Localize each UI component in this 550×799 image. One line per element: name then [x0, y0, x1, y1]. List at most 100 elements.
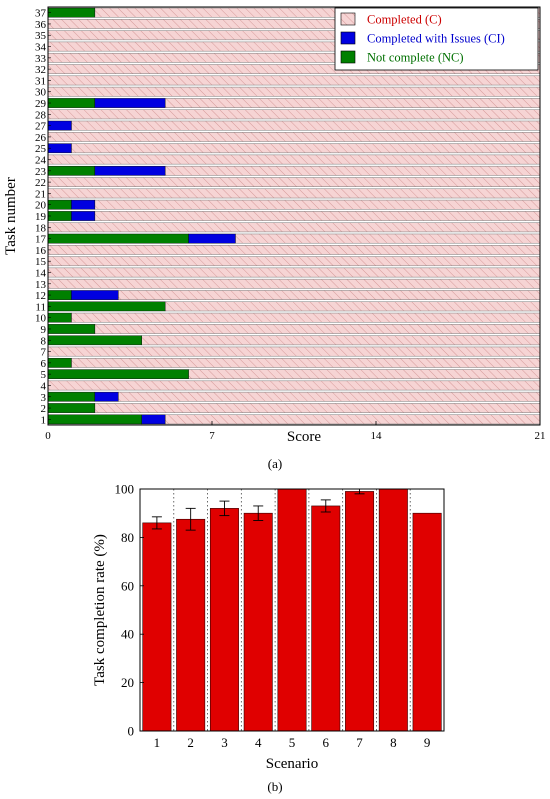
bar-issues-task-25 — [47, 143, 72, 154]
task-number-tick-13: 13 — [35, 279, 47, 291]
bar-completed-task-3 — [118, 391, 541, 402]
bar-completed-task-13 — [47, 278, 541, 289]
bar-completed-task-7 — [47, 346, 541, 357]
task-number-tick-12: 12 — [35, 290, 46, 302]
bar-not-complete-task-5 — [47, 369, 189, 379]
completion-rate-tick-labels: 0 20 40 60 80 100 — [115, 482, 144, 739]
completion-rate-tick-0: 0 — [128, 724, 135, 739]
bar-completed-task-6 — [71, 357, 541, 368]
bar-completed-task-10 — [71, 312, 541, 323]
bar-completed-task-22 — [47, 177, 541, 187]
task-number-tick-2: 2 — [41, 403, 47, 415]
bar-scenario-3 — [209, 508, 239, 732]
legend-swatch-1 — [340, 31, 356, 45]
task-score-legend: Completed (C) Completed with Issues (CI) N… — [334, 7, 539, 71]
bar-not-complete-task-37 — [47, 7, 96, 18]
legend-label-1: Completed with Issues (CI) — [367, 32, 505, 46]
scenario-tick-9: 9 — [424, 735, 431, 750]
bar-scenario-4 — [243, 512, 273, 732]
bar-issues-task-19 — [71, 211, 96, 221]
completion-rate-chart: 0 20 40 60 80 100 1 2 3 4 5 6 7 8 9 Scenario Task com… — [92, 482, 445, 794]
task-number-tick-33: 33 — [35, 53, 47, 65]
bar-completed-task-31 — [47, 75, 541, 86]
completion-rate-tick-20: 20 — [121, 675, 134, 690]
bar-completed-task-14 — [47, 267, 541, 278]
bar-completed-task-15 — [47, 256, 541, 267]
bar-scenario-1 — [142, 522, 172, 732]
task-number-tick-1: 1 — [41, 414, 47, 426]
scenario-tick-5: 5 — [289, 735, 296, 750]
task-number-tick-29: 29 — [35, 98, 47, 110]
task-number-tick-10: 10 — [35, 313, 47, 325]
bar-completed-task-17 — [235, 233, 541, 244]
bar-completed-task-23 — [164, 165, 541, 176]
scenario-axis-title: Scenario — [266, 756, 318, 772]
task-score-bars — [47, 7, 541, 425]
bar-completed-task-12 — [118, 290, 541, 300]
bar-not-complete-task-20 — [47, 199, 72, 210]
bar-scenario-8 — [378, 488, 408, 732]
score-tick-0: 0 — [45, 430, 51, 442]
bar-not-complete-task-3 — [47, 391, 96, 402]
task-number-tick-5: 5 — [41, 369, 47, 381]
task-number-tick-3: 3 — [41, 392, 47, 404]
bar-completed-task-16 — [47, 245, 541, 255]
task-number-tick-7: 7 — [41, 347, 47, 359]
bar-not-complete-task-9 — [47, 324, 96, 334]
task-number-tick-36: 36 — [35, 19, 47, 31]
bar-not-complete-task-10 — [47, 312, 72, 323]
scenario-tick-3: 3 — [221, 735, 228, 750]
task-number-tick-27: 27 — [35, 121, 47, 133]
bar-completed-task-26 — [47, 132, 541, 142]
bar-completed-task-4 — [47, 380, 541, 391]
scenario-tick-1: 1 — [154, 735, 161, 750]
task-number-tick-14: 14 — [35, 267, 47, 279]
task-number-axis-title: Task number — [3, 177, 19, 255]
bar-completed-task-24 — [47, 154, 541, 165]
bar-scenario-9 — [412, 512, 442, 732]
task-number-tick-32: 32 — [35, 64, 46, 76]
task-number-tick-37: 37 — [35, 8, 47, 20]
bar-completed-task-8 — [141, 335, 541, 346]
bar-not-complete-task-2 — [47, 403, 96, 413]
bar-issues-task-3 — [94, 391, 119, 402]
task-number-tick-18: 18 — [35, 222, 47, 234]
bar-completed-task-30 — [47, 86, 541, 97]
bar-issues-task-23 — [94, 165, 166, 176]
bar-completed-task-19 — [94, 211, 541, 221]
bar-scenario-2 — [176, 518, 206, 732]
bar-completed-task-27 — [71, 120, 541, 131]
bar-completed-task-21 — [47, 188, 541, 199]
bar-not-complete-task-19 — [47, 211, 72, 221]
score-tick-14: 14 — [371, 430, 383, 442]
bar-completed-task-1 — [164, 414, 541, 425]
scenario-tick-labels: 1 2 3 4 5 6 7 8 9 — [154, 735, 431, 750]
bar-not-complete-task-11 — [47, 301, 166, 312]
bar-completed-task-28 — [47, 109, 541, 120]
bar-completed-task-18 — [47, 222, 541, 233]
task-score-plot-frame — [47, 6, 541, 426]
task-number-tick-8: 8 — [41, 335, 47, 347]
task-number-tick-19: 19 — [35, 211, 47, 223]
completion-rate-bars — [142, 488, 442, 732]
bar-completed-task-20 — [94, 199, 541, 210]
task-number-tick-11: 11 — [35, 301, 46, 313]
completion-rate-tick-60: 60 — [121, 578, 134, 593]
legend-swatch-2 — [340, 50, 356, 64]
bar-issues-task-17 — [188, 233, 236, 244]
bar-issues-task-1 — [141, 414, 166, 425]
scenario-tick-6: 6 — [323, 735, 330, 750]
bar-not-complete-task-6 — [47, 358, 72, 368]
scenario-gridlines — [173, 489, 411, 731]
bar-not-complete-task-1 — [47, 414, 142, 425]
task-number-tick-26: 26 — [35, 132, 47, 144]
task-number-tick-30: 30 — [35, 87, 47, 99]
completion-rate-tick-100: 100 — [115, 482, 135, 497]
task-number-tick-20: 20 — [35, 200, 47, 212]
task-number-tick-34: 34 — [35, 42, 47, 54]
score-tick-7: 7 — [209, 430, 215, 442]
bar-scenario-5 — [277, 488, 307, 732]
scenario-tick-8: 8 — [390, 735, 397, 750]
bar-not-complete-task-8 — [47, 335, 142, 346]
